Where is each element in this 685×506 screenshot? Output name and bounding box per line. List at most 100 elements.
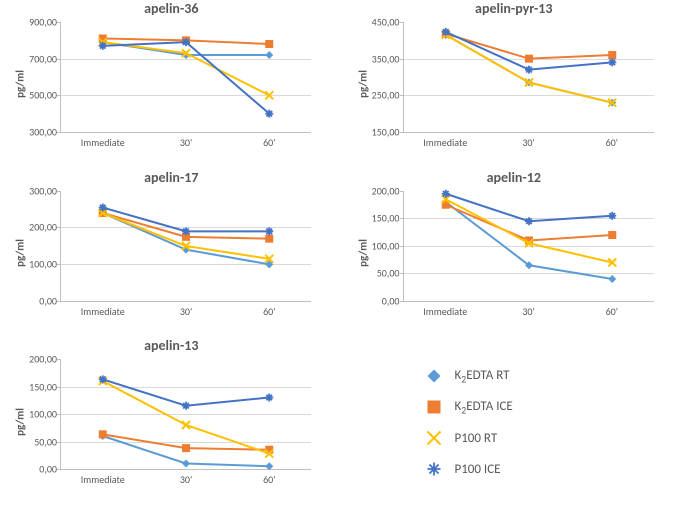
y-tick-label: 0,00 xyxy=(39,463,57,476)
y-tick xyxy=(57,301,61,302)
x-tick-label: 30' xyxy=(180,136,192,149)
y-tick-label: 700,00 xyxy=(29,52,57,65)
y-tick-label: 0,00 xyxy=(382,294,400,307)
y-tick-label: 200,00 xyxy=(29,353,57,366)
series-line-p100_rt xyxy=(103,42,270,95)
chart-title: apelin-13 xyxy=(0,337,343,354)
y-tick-label: 150,00 xyxy=(372,212,400,225)
y-tick xyxy=(400,132,404,133)
y-tick-label: 450,00 xyxy=(372,16,400,29)
plot-area: 0,00100,00200,00300,00Immediate30'60' xyxy=(60,191,311,302)
panel-1: apelin-pyr-13150,00250,00350,00450,00Imm… xyxy=(343,0,685,169)
marker-k2edta_ice xyxy=(182,444,190,452)
legend-item-p100_rt: P100 RT xyxy=(423,427,513,449)
legend-marker-k2edta_rt xyxy=(423,365,445,387)
marker-p100_ice xyxy=(525,66,533,74)
y-axis-label: pg/ml xyxy=(13,408,26,436)
x-tick-label: Immediate xyxy=(81,305,125,318)
series-line-p100_rt xyxy=(445,199,612,262)
marker-k2edta_rt xyxy=(265,51,273,59)
series-line-p100_ice xyxy=(445,193,612,221)
x-tick-label: Immediate xyxy=(81,136,125,149)
x-tick-label: 30' xyxy=(522,136,534,149)
chart-title: apelin-36 xyxy=(0,0,343,17)
marker-p100_ice xyxy=(525,217,533,225)
x-tick-label: 30' xyxy=(180,473,192,486)
legend-marker-p100_rt xyxy=(423,427,445,449)
marker-p100_ice xyxy=(441,28,449,36)
y-tick-label: 100,00 xyxy=(372,239,400,252)
chart-title: apelin-17 xyxy=(0,169,343,186)
series-line-p100_ice xyxy=(445,32,612,70)
legend-item-k2edta_rt: K2EDTA RT xyxy=(423,365,513,387)
marker-k2edta_ice xyxy=(99,431,107,439)
chart-title: apelin-12 xyxy=(343,169,685,186)
y-tick xyxy=(57,132,61,133)
marker-k2edta_rt xyxy=(182,460,190,468)
x-tick-label: 30' xyxy=(522,305,534,318)
legend-marker-k2edta_ice xyxy=(423,396,445,418)
x-tick-label: Immediate xyxy=(423,136,467,149)
x-tick-label: Immediate xyxy=(81,473,125,486)
plot-area: 300,00500,00700,00900,00Immediate30'60' xyxy=(60,22,311,133)
marker-p100_ice xyxy=(441,189,449,197)
y-tick-label: 500,00 xyxy=(29,89,57,102)
legend-item-p100_ice: P100 ICE xyxy=(423,458,513,480)
y-tick-label: 100,00 xyxy=(29,408,57,421)
legend-panel: K2EDTA RT K2EDTA ICE P100 RT P100 ICE xyxy=(343,337,685,506)
legend-item-k2edta_ice: K2EDTA ICE xyxy=(423,396,513,418)
legend-label: P100 RT xyxy=(455,431,498,446)
marker-k2edta_ice xyxy=(608,231,616,239)
y-tick-label: 300,00 xyxy=(29,126,57,139)
marker-k2edta_ice xyxy=(265,234,273,242)
marker-p100_ice xyxy=(608,58,616,66)
marker-p100_ice xyxy=(265,110,273,118)
series-svg xyxy=(61,22,311,132)
y-tick-label: 50,00 xyxy=(377,267,400,280)
y-axis-label: pg/ml xyxy=(356,70,369,98)
y-tick-label: 200,00 xyxy=(29,221,57,234)
plot-area: 0,0050,00100,00150,00200,00Immediate30'6… xyxy=(60,359,311,470)
y-tick-label: 200,00 xyxy=(372,184,400,197)
y-tick-label: 0,00 xyxy=(39,294,57,307)
marker-k2edta_rt xyxy=(608,275,616,283)
plot-area: 0,0050,00100,00150,00200,00Immediate30'6… xyxy=(403,191,654,302)
y-tick-label: 50,00 xyxy=(34,435,57,448)
chart-title: apelin-pyr-13 xyxy=(343,0,685,17)
y-tick xyxy=(400,301,404,302)
series-svg xyxy=(404,22,654,132)
panel-2: apelin-170,00100,00200,00300,00Immediate… xyxy=(0,169,343,338)
x-tick-label: 60' xyxy=(606,305,618,318)
marker-p100_ice xyxy=(99,376,107,384)
x-tick-label: 60' xyxy=(263,473,275,486)
panel-3: apelin-120,0050,00100,00150,00200,00Imme… xyxy=(343,169,685,338)
series-svg xyxy=(61,359,311,469)
y-tick-label: 150,00 xyxy=(29,380,57,393)
x-tick-label: 60' xyxy=(263,305,275,318)
y-axis-label: pg/ml xyxy=(13,70,26,98)
series-svg xyxy=(61,191,311,301)
y-tick-label: 100,00 xyxy=(29,257,57,270)
y-axis-label: pg/ml xyxy=(356,239,369,267)
marker-k2edta_ice xyxy=(265,40,273,48)
x-tick-label: 30' xyxy=(180,305,192,318)
x-tick-label: 60' xyxy=(606,136,618,149)
marker-k2edta_ice xyxy=(525,55,533,63)
legend: K2EDTA RT K2EDTA ICE P100 RT P100 ICE xyxy=(423,365,513,489)
y-tick-label: 250,00 xyxy=(372,89,400,102)
series-line-p100_rt xyxy=(103,381,270,454)
legend-label: K2EDTA ICE xyxy=(455,399,513,417)
x-tick-label: Immediate xyxy=(423,305,467,318)
marker-p100_ice xyxy=(265,227,273,235)
marker-k2edta_ice xyxy=(608,51,616,59)
y-axis-label: pg/ml xyxy=(13,239,26,267)
marker-k2edta_rt xyxy=(265,463,273,471)
legend-marker-p100_ice xyxy=(423,458,445,480)
y-tick-label: 300,00 xyxy=(29,184,57,197)
series-svg xyxy=(404,191,654,301)
x-tick-label: 60' xyxy=(263,136,275,149)
legend-label: P100 ICE xyxy=(455,462,501,477)
y-tick xyxy=(57,469,61,470)
marker-p100_ice xyxy=(182,402,190,410)
marker-p100_ice xyxy=(608,211,616,219)
